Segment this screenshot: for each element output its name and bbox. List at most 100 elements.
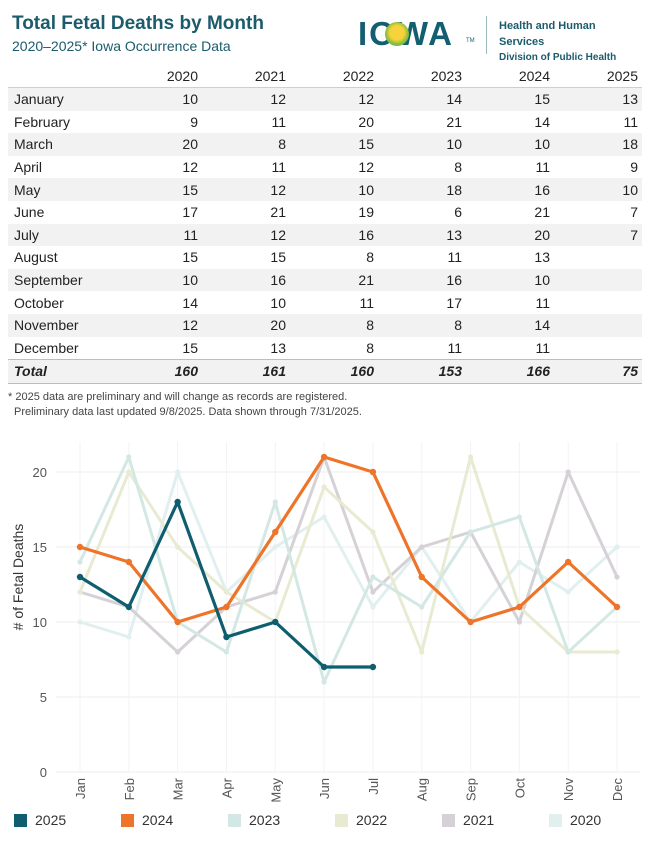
table-row: June 17 21 19 6 21 7: [8, 201, 642, 224]
table-cell: 15: [290, 133, 378, 156]
table-cell: 21: [270, 204, 286, 221]
table-row: November 12 20 8 8 14: [8, 313, 642, 337]
table-cell: [554, 291, 642, 314]
y-tick-label: 15: [33, 540, 47, 555]
table-cell: 18: [378, 178, 466, 201]
table-cell: 11: [535, 339, 550, 356]
table-cell: 7: [630, 204, 638, 221]
x-tick-label: Nov: [561, 778, 576, 802]
data-point-2024: [564, 558, 572, 566]
data-point-2022: [614, 649, 620, 655]
series-line-2024: [78, 455, 619, 624]
table-cell: 14: [182, 294, 198, 311]
legend-swatch: [121, 813, 134, 827]
legend-item-2022: 2022: [335, 808, 442, 832]
table-row: October 14 10 11 17 11: [8, 291, 642, 314]
legend-label: 2021: [463, 812, 495, 828]
table-cell: 15: [182, 339, 198, 356]
data-point-2020: [175, 469, 181, 475]
table-header-row: 2020 2021 2022 2023 2024 2025: [8, 65, 642, 88]
footnote-line1: * 2025 data are preliminary and will cha…: [8, 391, 348, 403]
x-tick-label: Jun: [317, 778, 332, 799]
table-cell: 10: [466, 268, 554, 292]
table-cell: 12: [202, 223, 290, 247]
table-cell: 11: [359, 294, 374, 311]
data-point-2024: [223, 603, 230, 611]
table-row: March 20 8 15 10 10 18: [8, 133, 642, 156]
data-point-2023: [419, 604, 425, 610]
column-header: 2020: [166, 68, 198, 84]
y-tick-label: 20: [33, 465, 47, 480]
table-cell: 15: [182, 249, 198, 266]
table-cell: 12: [202, 178, 290, 201]
row-month-label: August: [14, 249, 58, 266]
data-point-2024: [320, 453, 328, 461]
legend-label: 2022: [356, 812, 388, 828]
table-cell: 17: [446, 294, 462, 311]
table-row: May 15 12 10 18 16 10: [8, 178, 642, 201]
fetal-deaths-table: 2020 2021 2022 2023 2024 2025 January 10 1…: [8, 65, 642, 384]
logo-divider: [486, 16, 487, 54]
legend-swatch: [335, 813, 348, 827]
table-cell: 11: [271, 113, 286, 130]
data-point-2021: [419, 544, 425, 550]
table-cell: [554, 268, 642, 292]
table-cell: 8: [290, 313, 378, 337]
table-cell: 8: [366, 339, 374, 356]
data-point-2021: [175, 649, 181, 655]
total-label: Total: [8, 359, 114, 384]
table-cell: 11: [623, 113, 638, 130]
footnote: * 2025 data are preliminary and will cha…: [8, 390, 362, 420]
data-point-2024: [76, 543, 84, 551]
data-point-2023: [223, 649, 230, 655]
data-point-2023: [516, 514, 522, 520]
data-point-2025: [223, 633, 230, 641]
data-point-2023: [565, 649, 571, 655]
data-point-2021: [565, 469, 571, 475]
table-cell: 11: [535, 159, 550, 176]
data-point-2024: [125, 558, 133, 566]
data-point-2023: [272, 499, 278, 505]
table-cell: 9: [630, 159, 638, 176]
table-row: January 10 12 12 14 15 13: [8, 87, 642, 111]
data-point-2022: [370, 529, 376, 535]
total-cell: 160: [290, 359, 378, 384]
row-month-label: November: [8, 313, 114, 337]
table-row: April 12 11 12 8 11 9: [8, 156, 642, 179]
table-cell: 10: [270, 294, 286, 311]
table-cell: 17: [182, 204, 198, 221]
table-cell: 20: [114, 133, 202, 156]
data-point-2025: [76, 573, 84, 581]
table-cell: 13: [378, 223, 466, 247]
data-point-2025: [272, 618, 279, 626]
data-point-2020: [614, 544, 620, 550]
total-cell: 75: [554, 359, 642, 384]
header: Total Fetal Deaths by Month 2020–2025* I…: [12, 12, 642, 63]
table-cell: 10: [114, 87, 202, 111]
row-month-label: June: [14, 204, 45, 221]
column-header: 2025: [606, 68, 638, 84]
data-point-2025: [369, 663, 377, 671]
x-tick-label: Jul: [366, 778, 381, 795]
x-tick-label: Dec: [610, 778, 625, 802]
data-point-2023: [321, 679, 327, 685]
legend-label: 2023: [249, 812, 281, 828]
table-cell: 6: [454, 204, 462, 221]
row-month-label: December: [14, 339, 79, 356]
table-cell: 16: [202, 268, 290, 292]
table-cell: 13: [534, 249, 550, 266]
table-cell: 15: [466, 87, 554, 111]
table-total-row: Total 160 161 160 153 166 75: [8, 359, 642, 384]
legend-item-2023: 2023: [228, 808, 335, 832]
data-point-2020: [77, 619, 83, 625]
table-cell: 10: [554, 178, 642, 201]
table-cell: 13: [554, 87, 642, 111]
data-point-2024: [174, 618, 181, 626]
table-row: December 15 13 8 11 11: [8, 337, 642, 360]
total-cell: 166: [466, 359, 554, 384]
data-point-2023: [467, 529, 474, 535]
footnote-line2: Preliminary data last updated 9/8/2025. …: [14, 406, 362, 418]
data-point-2022: [223, 589, 230, 595]
series-line-2023: [78, 455, 619, 684]
total-cell: 160: [114, 359, 202, 384]
